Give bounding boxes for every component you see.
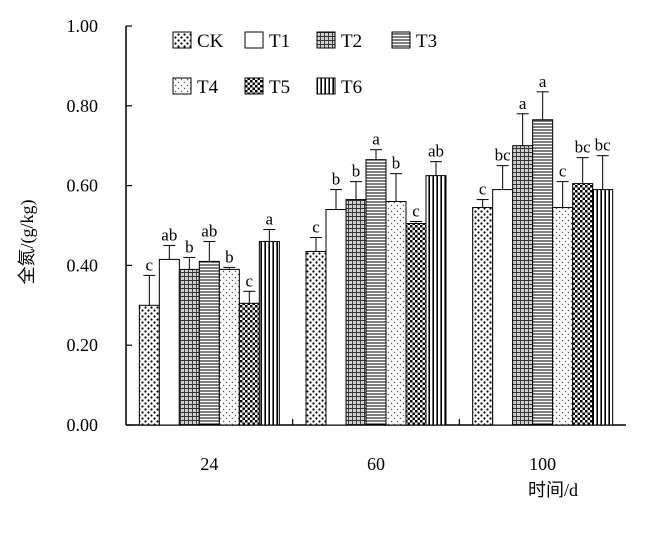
bar (405, 223, 427, 426)
bar (365, 159, 387, 426)
legend-label: CK (197, 31, 224, 52)
legend-label: T5 (269, 77, 290, 98)
bar (158, 258, 180, 426)
significance-label: b (225, 247, 234, 266)
bar (385, 201, 407, 426)
significance-label: bc (495, 146, 512, 165)
significance-label: bc (595, 136, 612, 155)
significance-label: ab (161, 225, 177, 244)
significance-label: c (479, 180, 487, 199)
legend-swatch (172, 77, 192, 95)
y-tick-label: 0.40 (67, 255, 99, 275)
significance-label: b (392, 154, 401, 173)
significance-label: a (266, 209, 274, 228)
bar (552, 207, 574, 426)
significance-label: c (312, 217, 320, 236)
bar (512, 145, 534, 426)
y-tick-label: 0.60 (67, 176, 99, 196)
y-tick-label: 0.00 (67, 415, 99, 435)
legend-label: T1 (269, 31, 290, 52)
x-tick-label: 60 (367, 454, 385, 474)
significance-label: b (352, 162, 361, 181)
bar (258, 240, 280, 426)
legend-label: T2 (341, 31, 362, 52)
legend: CK T1 T2 T3 T4 T5 T6 (172, 31, 437, 98)
y-tick-label: 0.20 (67, 335, 99, 355)
significance-label: b (332, 170, 341, 189)
significance-label: ab (428, 142, 444, 161)
legend-swatch (391, 31, 411, 49)
significance-label: c (412, 202, 420, 221)
legend-swatch (316, 31, 336, 49)
bar (472, 207, 494, 426)
legend-label: T4 (197, 77, 219, 98)
significance-label: bc (575, 138, 592, 157)
bar (238, 302, 260, 426)
bar (492, 189, 514, 426)
legend-swatch (316, 77, 336, 95)
significance-label: a (519, 94, 527, 113)
x-tick-label: 24 (200, 454, 218, 474)
bar (218, 268, 240, 426)
bar (178, 268, 200, 426)
significance-label: ab (201, 221, 217, 240)
significance-label: c (146, 255, 154, 274)
significance-label: c (246, 271, 254, 290)
bar (138, 304, 160, 426)
significance-label: a (539, 72, 547, 91)
significance-label: b (185, 237, 194, 256)
y-tick-label: 1.00 (67, 16, 99, 36)
legend-swatch (172, 31, 192, 49)
legend-swatch (244, 31, 264, 49)
bar (325, 209, 347, 426)
bar (425, 175, 447, 426)
legend-label: T6 (341, 77, 362, 98)
bar (198, 260, 220, 426)
x-tick-label: 100 (529, 454, 556, 474)
bar (572, 183, 594, 426)
bar (345, 199, 367, 426)
bar (305, 250, 327, 426)
y-axis-title: 全氮/(g/kg) (17, 200, 38, 285)
x-axis-title: 时间/d (528, 480, 578, 500)
bar (532, 119, 554, 426)
significance-label: a (372, 130, 380, 149)
y-tick-label: 0.80 (67, 96, 99, 116)
significance-label: c (559, 162, 567, 181)
bar (592, 189, 614, 426)
legend-swatch (244, 77, 264, 95)
legend-label: T3 (416, 31, 437, 52)
